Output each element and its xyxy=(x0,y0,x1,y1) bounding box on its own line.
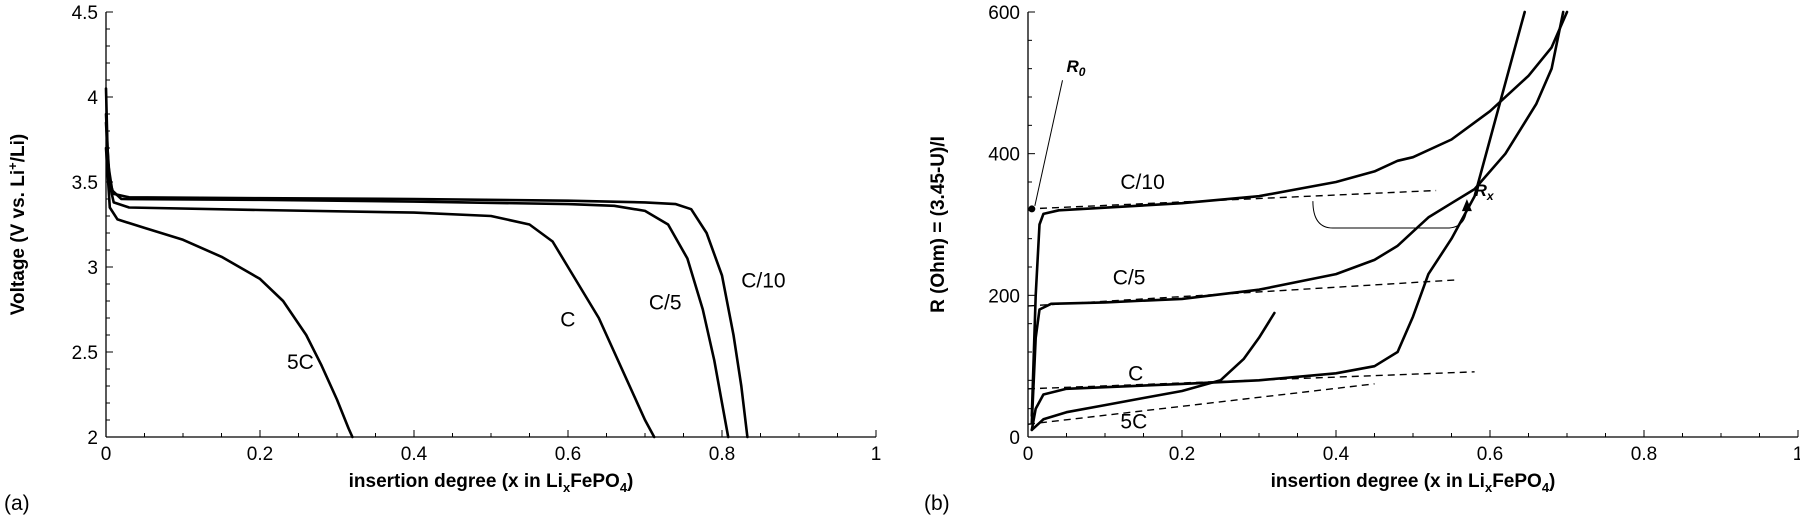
annotation-sub: 0 xyxy=(1079,65,1086,79)
y-tick-label: 2.5 xyxy=(72,343,98,364)
y-axis-title-main: R (Ohm) = (3.45-U)/I xyxy=(928,136,949,313)
annotation-leader-line xyxy=(1034,80,1063,207)
x-tick-label: 0.6 xyxy=(555,444,581,465)
x-axis-title-end: ) xyxy=(627,471,633,492)
fit-line-5c xyxy=(1027,383,1375,425)
series-label-c-5: C/5 xyxy=(1113,267,1146,290)
series-line-c xyxy=(1030,10,1526,432)
series-line-5c xyxy=(1030,311,1276,432)
series-line-c-5 xyxy=(104,112,730,439)
annotation-rx-arrowhead xyxy=(1461,199,1472,212)
annotation-rx: Rx xyxy=(1475,181,1495,203)
annotation-sub: x xyxy=(1486,189,1495,203)
annotation-rx-bracket xyxy=(1312,201,1468,229)
series-label-c: C xyxy=(1128,362,1143,385)
y-axis-title-end: /Li) xyxy=(8,134,29,163)
x-axis-title-sub2: 4 xyxy=(620,480,628,495)
x-tick-label: 0.4 xyxy=(1323,444,1350,465)
y-axis-title-main: Voltage (V vs. Li xyxy=(8,170,29,315)
series-label-c-10: C/10 xyxy=(1120,171,1164,194)
panel-label: (a) xyxy=(4,492,30,515)
x-axis-title: insertion degree (x in LixFePO4) xyxy=(1271,471,1556,495)
y-tick-label: 4 xyxy=(87,88,98,109)
y-tick-label: 2 xyxy=(87,428,98,449)
series-label-5c: 5C xyxy=(287,351,314,374)
series-label-c: C xyxy=(560,309,575,332)
y-tick-label: 4.5 xyxy=(72,3,98,24)
x-axis-title-main: insertion degree (x in Li xyxy=(1271,471,1485,492)
x-axis-title-sub2: 4 xyxy=(1542,480,1550,495)
y-axis-title: R (Ohm) = (3.45-U)/I xyxy=(928,136,949,313)
series-line-c xyxy=(104,121,656,439)
x-tick-label: 1 xyxy=(1793,444,1800,465)
y-tick-label: 600 xyxy=(988,3,1020,24)
y-tick-label: 0 xyxy=(1009,428,1020,449)
series-label-c-5: C/5 xyxy=(649,292,682,315)
series-line-5c xyxy=(104,146,354,439)
annotation-target-dot xyxy=(1028,205,1036,213)
x-tick-label: 0.8 xyxy=(709,444,735,465)
x-axis-title-main: insertion degree (x in Li xyxy=(349,471,563,492)
y-axis-title: Voltage (V vs. Li+/Li) xyxy=(5,134,29,315)
y-tick-label: 3.5 xyxy=(72,173,98,194)
x-tick-label: 0.2 xyxy=(247,444,273,465)
series-line-c-10 xyxy=(104,87,749,439)
x-tick-label: 0.4 xyxy=(401,444,428,465)
x-tick-label: 0 xyxy=(101,444,112,465)
panel-label: (b) xyxy=(924,492,950,515)
x-axis-title-end: ) xyxy=(1549,471,1555,492)
y-tick-label: 200 xyxy=(988,286,1020,307)
x-tick-label: 0 xyxy=(1023,444,1034,465)
series-line-c-10 xyxy=(1030,10,1569,418)
x-tick-label: 1 xyxy=(871,444,882,465)
x-axis-title-sub: x xyxy=(563,480,571,495)
x-axis-title-sub: x xyxy=(1485,480,1493,495)
x-axis-title-rest: FePO xyxy=(570,471,620,492)
series-line-c-5 xyxy=(1030,10,1565,425)
x-axis-title-rest: FePO xyxy=(1492,471,1542,492)
series-label-5c: 5C xyxy=(1120,411,1147,434)
x-axis-title: insertion degree (x in LixFePO4) xyxy=(349,471,634,495)
y-axis-title-sup: + xyxy=(5,162,20,170)
x-tick-label: 0.2 xyxy=(1169,444,1195,465)
annotation-r0: R0 xyxy=(1067,57,1086,79)
annotation-text: R xyxy=(1475,181,1488,200)
y-tick-label: 400 xyxy=(988,145,1020,166)
y-tick-label: 3 xyxy=(87,258,98,279)
x-tick-label: 0.6 xyxy=(1477,444,1503,465)
x-tick-label: 0.8 xyxy=(1631,444,1657,465)
annotation-text: R xyxy=(1067,57,1080,76)
series-label-c-10: C/10 xyxy=(741,269,785,292)
